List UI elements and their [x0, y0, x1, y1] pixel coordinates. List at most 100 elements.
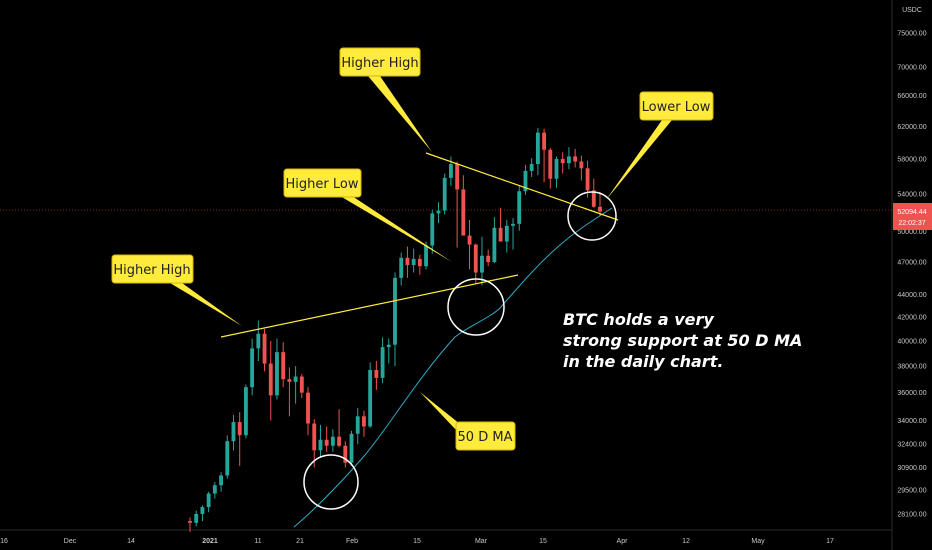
candle-body — [355, 416, 360, 434]
candle — [504, 220, 509, 253]
candle — [374, 360, 379, 390]
candle — [268, 340, 273, 421]
candle — [380, 337, 385, 384]
candle-body — [436, 210, 441, 214]
x-tick-label: Dec — [64, 538, 77, 545]
candle-body — [349, 433, 354, 463]
callout-higher-low: Higher Low — [283, 168, 362, 198]
candle-body — [362, 416, 366, 427]
svg-text:Higher Low: Higher Low — [286, 177, 359, 192]
y-tick-label: 75000.00 — [897, 31, 926, 38]
y-tick-label: 29500.00 — [897, 488, 926, 495]
candle — [262, 328, 267, 372]
x-tick-label: 16 — [0, 538, 8, 545]
candle-body — [386, 344, 391, 348]
candle — [554, 156, 559, 188]
candle — [393, 272, 397, 367]
candle — [591, 178, 596, 208]
candle-body — [492, 227, 497, 262]
candle — [362, 410, 366, 437]
countdown-label: 22:02:37 — [898, 220, 925, 227]
current-price-label: 52094.44 — [897, 209, 926, 216]
x-axis: 16 Dec 14 2021 11 21 Feb 15 Mar 15 Apr 12 May 17 — [0, 538, 834, 545]
candle-body — [461, 189, 466, 236]
support-trendline — [220, 274, 519, 338]
callout-pointer-2 — [340, 196, 452, 262]
y-tick-label: 47000.00 — [897, 259, 926, 266]
svg-text:Lower Low: Lower Low — [642, 100, 711, 115]
callout-higher-high-2: Higher High — [339, 47, 421, 77]
candle — [219, 472, 223, 492]
callout-higher-high-1: Higher High — [111, 254, 194, 284]
candle — [585, 160, 590, 198]
y-tick-label: 32400.00 — [897, 442, 926, 449]
candle-body — [256, 333, 261, 349]
candle — [598, 192, 602, 217]
current-price-badge — [893, 203, 932, 230]
callout-50d-ma: 50 D MA — [455, 421, 516, 451]
y-tick-label: 62000.00 — [897, 124, 926, 131]
annotation-line-1: BTC holds a very — [563, 310, 714, 329]
candle-body — [567, 156, 571, 164]
candle — [442, 173, 447, 215]
candle-body — [535, 132, 540, 165]
candle-body — [573, 156, 578, 162]
candle — [492, 217, 497, 264]
candle — [324, 426, 329, 452]
candle — [368, 362, 373, 428]
candle-body — [299, 376, 304, 393]
candle — [299, 373, 304, 399]
candle — [560, 152, 565, 174]
candle-body — [455, 164, 460, 190]
candle-body — [442, 177, 447, 211]
svg-text:50 D MA: 50 D MA — [458, 430, 513, 445]
candle-body — [368, 370, 373, 427]
candle — [256, 320, 261, 361]
y-tick-label: 38000.00 — [897, 364, 926, 371]
candle — [411, 248, 416, 273]
candle-body — [411, 258, 416, 266]
candle — [579, 155, 584, 181]
candle-body — [237, 422, 242, 436]
candle — [287, 367, 292, 417]
candle — [417, 254, 422, 275]
candle — [542, 128, 547, 183]
candle — [523, 164, 528, 195]
candle — [231, 414, 236, 451]
resistance-trendline — [425, 152, 619, 221]
candle-body — [504, 225, 509, 242]
currency-unit: USDC — [902, 7, 922, 14]
candle — [386, 338, 391, 364]
candle — [306, 387, 310, 436]
x-tick-label: 11 — [254, 538, 261, 545]
x-tick-label: 21 — [296, 538, 304, 545]
y-tick-label: 70000.00 — [897, 64, 926, 71]
candle-body — [287, 379, 292, 382]
candle — [194, 510, 199, 527]
candle — [200, 505, 205, 522]
candle — [486, 249, 491, 267]
candle-body — [200, 507, 205, 514]
candle — [250, 338, 255, 396]
y-axis: 75000.00 70000.00 66000.00 62000.00 58000.00… — [897, 31, 926, 519]
candle-body — [598, 206, 602, 212]
candle-body — [281, 352, 286, 380]
candle-body — [591, 190, 596, 207]
y-tick-label: 54000.00 — [897, 191, 926, 198]
callout-pointer-1 — [170, 283, 242, 326]
candle-body — [399, 257, 404, 278]
highlight-circle-1 — [303, 454, 359, 510]
candle-body — [529, 164, 534, 171]
candle-body — [448, 164, 453, 178]
candle — [455, 161, 460, 248]
candle-body — [318, 439, 323, 451]
candle — [212, 481, 217, 499]
y-tick-label: 50000.00 — [897, 229, 926, 236]
candle — [467, 220, 472, 270]
svg-text:Higher High: Higher High — [113, 263, 190, 278]
candle-body — [306, 392, 310, 424]
candle — [281, 342, 286, 388]
x-tick-label: May — [751, 538, 765, 545]
x-tick-label: 12 — [682, 538, 690, 545]
